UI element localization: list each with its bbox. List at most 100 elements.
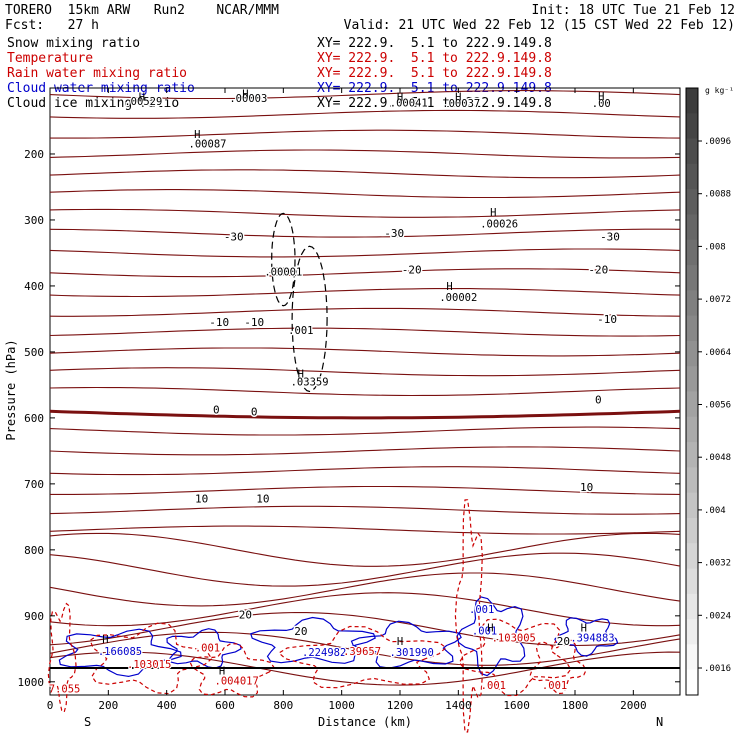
temperature-contour <box>49 532 681 567</box>
colorbar-swatch <box>686 568 698 595</box>
temperature-contour <box>49 228 681 238</box>
field-name-temperature: Temperature <box>7 51 94 66</box>
y-tick-label: 900 <box>24 610 44 623</box>
high-marker: H <box>242 88 248 100</box>
extremum-label: .004017 <box>215 675 259 687</box>
colorbar-tick-label: .0064 <box>704 348 731 358</box>
temperature-label: 20 <box>239 609 252 622</box>
colorbar-tick-label: .0024 <box>704 611 731 621</box>
x-tick-label: 1000 <box>328 699 355 712</box>
cloud-water-contour <box>166 628 242 669</box>
colorbar-swatch <box>686 416 698 443</box>
colorbar-tick-label: .0032 <box>704 559 731 569</box>
extremum-label: .001 <box>481 680 506 692</box>
rain-contour <box>277 625 447 689</box>
cloud-water-contour <box>58 628 182 678</box>
x-tick-label: 1600 <box>503 699 530 712</box>
colorbar-swatch <box>686 517 698 544</box>
x-tick-label: 0 <box>47 699 54 712</box>
temperature-contour <box>49 386 681 397</box>
high-marker: H <box>102 634 108 646</box>
colorbar-tick-label: .0048 <box>704 453 731 463</box>
extremum-label: .301990 <box>390 647 434 659</box>
colorbar-tick-label: .004 <box>704 506 726 516</box>
colorbar-swatch <box>686 593 698 620</box>
temperature-contour <box>49 466 681 476</box>
colorbar-swatch <box>686 366 698 392</box>
temperature-contour <box>49 109 681 119</box>
high-marker: H <box>598 91 604 103</box>
temperature-contour <box>49 572 681 607</box>
temperature-label: -10 <box>597 313 617 326</box>
extremum-label: .03359 <box>291 377 329 389</box>
temperature-contour <box>49 347 681 357</box>
rain-contour <box>458 618 572 697</box>
colorbar-swatch <box>686 644 698 671</box>
high-marker: H <box>490 207 496 219</box>
high-marker: H <box>194 129 200 141</box>
x-tick-label: 1200 <box>387 699 414 712</box>
temperature-label: 10 <box>256 492 269 505</box>
colorbar-swatch <box>686 442 698 468</box>
temperature-contour <box>49 651 681 686</box>
temperature-contour <box>49 505 681 515</box>
colorbar-tick-label: .0016 <box>704 664 731 674</box>
field-name-snow: Snow mixing ratio <box>7 36 141 51</box>
high-marker: H <box>298 369 304 381</box>
temperature-contour <box>49 426 681 436</box>
y-axis-label: Pressure (hPa) <box>4 339 18 440</box>
colorbar-swatch <box>686 239 698 266</box>
x-end-label-s: S <box>84 715 91 729</box>
colorbar-swatch <box>686 214 698 241</box>
temperature-label: 10 <box>195 492 208 505</box>
high-marker: H <box>487 623 493 635</box>
y-tick-label: 200 <box>24 148 44 161</box>
colorbar-swatch <box>686 669 698 696</box>
temperature-contour <box>50 129 681 139</box>
colorbar-swatch <box>686 467 698 494</box>
y-tick-label: 300 <box>24 214 44 227</box>
field-xy-cloud-ice: XY= 222.9. 5.1 to 222.9.149.8 <box>317 96 552 111</box>
colorbar-tick-label: .0096 <box>704 137 731 147</box>
temperature-label: 10 <box>580 481 593 494</box>
colorbar-swatch <box>686 492 698 519</box>
temperature-contour <box>49 288 681 298</box>
header-init: Init: 18 UTC Tue 21 Feb 12 <box>531 3 736 18</box>
extremum-label: .00002 <box>439 292 477 304</box>
y-tick-label: 1000 <box>18 676 45 689</box>
x-tick-label: 1800 <box>562 699 589 712</box>
temperature-label: 0 <box>251 405 258 418</box>
y-tick-label: 800 <box>24 544 44 557</box>
extremum-label: .394883 <box>570 633 614 645</box>
colorbar-swatch <box>686 88 698 114</box>
y-tick-label: 600 <box>24 412 44 425</box>
field-xy-rain: XY= 222.9. 5.1 to 222.9.149.8 <box>317 66 552 81</box>
y-tick-label: 400 <box>24 280 44 293</box>
extremum-label: .166085 <box>98 646 142 658</box>
rain-contour <box>454 499 483 733</box>
header-model: TORERO 15km ARW Run2 NCAR/MMM <box>5 3 279 18</box>
high-marker: H <box>219 666 225 678</box>
temperature-label: 0 <box>213 403 220 416</box>
temperature-label: -20 <box>402 263 422 276</box>
field-name-rain: Rain water mixing ratio <box>7 66 188 81</box>
temperature-label: -30 <box>600 230 620 243</box>
rain-contour <box>89 622 213 695</box>
field-name-cloud-ice: Cloud ice mixing ratio <box>7 96 180 111</box>
temperature-contour <box>49 367 681 377</box>
extremum-label: .00003 <box>229 93 267 105</box>
x-axis-label: Distance (km) <box>318 715 412 729</box>
extremum-label: 7.055 <box>49 683 81 695</box>
temperature-label: 20 <box>557 635 570 648</box>
temperature-contour <box>49 525 681 535</box>
extremum-label: .001 <box>542 680 567 692</box>
colorbar-tick-label: .0072 <box>704 295 731 305</box>
y-tick-label: 500 <box>24 346 44 359</box>
x-tick-label: 200 <box>98 699 118 712</box>
x-tick-label: 1400 <box>445 699 472 712</box>
cloud-contours <box>47 499 619 733</box>
temperature-label: -10 <box>209 316 229 329</box>
colorbar-swatch <box>686 340 698 367</box>
extremum-label: .00 <box>592 98 611 110</box>
ice-contours <box>271 212 328 393</box>
